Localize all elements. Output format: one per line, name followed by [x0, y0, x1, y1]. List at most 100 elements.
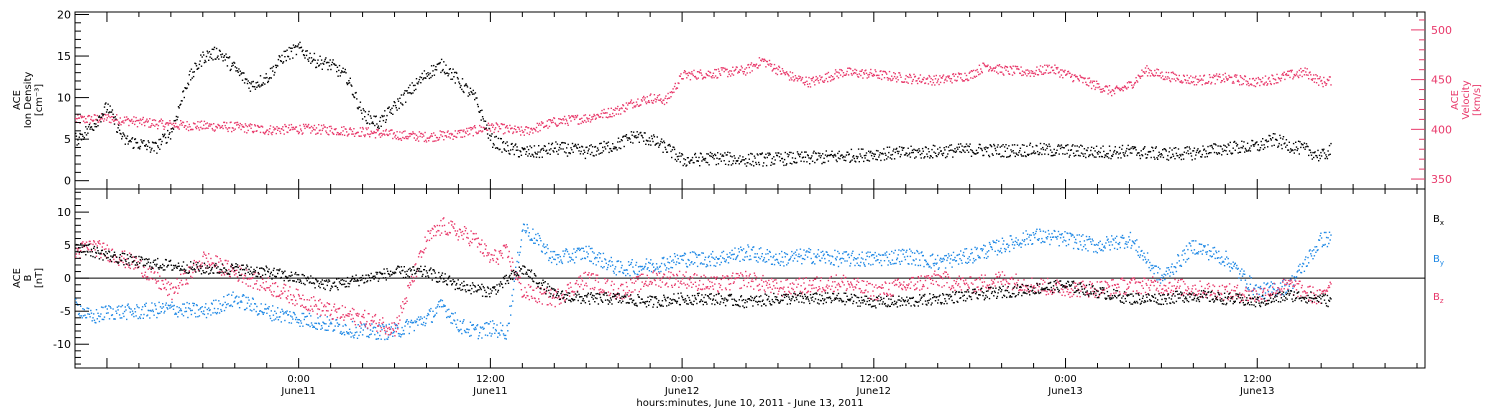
density-point: [520, 154, 523, 156]
velocity-point: [707, 70, 710, 72]
velocity-point: [1249, 78, 1251, 80]
velocity-point: [709, 72, 712, 74]
by-point: [558, 261, 561, 263]
by-point: [481, 326, 484, 328]
velocity-point: [283, 133, 285, 135]
by-point: [926, 263, 928, 266]
velocity-point: [585, 121, 587, 123]
velocity-point: [252, 131, 254, 134]
velocity-point: [550, 122, 553, 124]
velocity-point: [85, 118, 87, 120]
by-point: [1019, 242, 1022, 244]
by-point: [110, 307, 112, 309]
velocity-point: [182, 121, 185, 124]
velocity-point: [243, 131, 246, 133]
velocity-point: [503, 123, 505, 126]
density-point: [318, 64, 321, 66]
velocity-point: [586, 117, 588, 119]
velocity-point: [1011, 74, 1014, 76]
density-point: [1040, 148, 1042, 150]
velocity-point: [343, 126, 345, 128]
velocity-point: [1069, 72, 1071, 74]
velocity-point: [189, 126, 191, 128]
density-point: [295, 53, 298, 56]
velocity-point: [726, 68, 728, 71]
velocity-point: [618, 109, 620, 111]
velocity-point: [519, 130, 521, 132]
density-point: [1096, 151, 1098, 154]
by-point: [591, 247, 593, 250]
velocity-point: [407, 136, 410, 138]
velocity-point: [474, 127, 477, 129]
density-point: [1029, 144, 1031, 146]
by-point: [423, 316, 426, 318]
by-point: [571, 258, 573, 261]
velocity-point: [254, 125, 257, 127]
density-point: [317, 59, 319, 61]
by-point: [793, 252, 795, 255]
velocity-point: [850, 68, 852, 70]
density-point: [558, 146, 561, 149]
density-point: [960, 143, 962, 145]
by-point: [469, 335, 471, 337]
density-point: [706, 161, 709, 164]
density-point: [100, 116, 103, 118]
density-point: [1068, 156, 1070, 158]
by-point: [498, 332, 500, 334]
by-point: [816, 256, 818, 259]
by-point: [342, 325, 344, 327]
by-point: [131, 310, 134, 312]
velocity-point: [963, 80, 965, 82]
density-point: [616, 149, 618, 151]
density-point: [994, 147, 996, 150]
velocity-point: [1087, 77, 1089, 80]
by-point: [586, 256, 589, 258]
density-point: [461, 88, 463, 91]
velocity-point: [310, 125, 313, 128]
by-point: [609, 259, 611, 262]
velocity-point: [1201, 84, 1203, 86]
density-point: [353, 96, 356, 99]
velocity-point: [1232, 80, 1234, 83]
by-point: [489, 332, 491, 334]
density-point: [535, 156, 538, 158]
velocity-point: [855, 72, 857, 74]
by-point: [121, 304, 124, 307]
by-point: [1006, 243, 1009, 245]
density-point: [921, 152, 923, 155]
by-point: [234, 297, 236, 299]
density-point: [419, 76, 421, 78]
velocity-point: [575, 116, 577, 119]
by-point: [297, 318, 299, 321]
velocity-point: [475, 131, 477, 133]
density-point: [791, 163, 793, 165]
velocity-point: [1251, 84, 1253, 86]
by-point: [691, 261, 693, 263]
density-point: [1095, 145, 1098, 147]
by-point: [906, 249, 908, 252]
velocity-point: [276, 126, 278, 128]
by-point: [240, 300, 242, 302]
density-point: [675, 153, 677, 155]
by-point: [603, 266, 605, 268]
velocity-point: [1013, 72, 1016, 75]
velocity-point: [164, 126, 166, 128]
velocity-point: [558, 122, 561, 125]
velocity-point: [960, 73, 963, 75]
by-point: [103, 316, 106, 318]
density-point: [903, 147, 905, 149]
density-point: [90, 126, 93, 128]
density-point: [678, 155, 680, 157]
by-point: [739, 260, 741, 262]
density-point: [308, 57, 311, 59]
density-point: [855, 155, 858, 158]
velocity-point: [1259, 78, 1262, 81]
by-point: [1034, 236, 1036, 239]
density-point: [896, 150, 899, 153]
density-point: [259, 75, 262, 77]
velocity-point: [607, 116, 609, 119]
density-point: [291, 47, 293, 49]
density-point: [337, 75, 339, 77]
velocity-point: [919, 80, 921, 82]
by-point: [1080, 235, 1083, 237]
